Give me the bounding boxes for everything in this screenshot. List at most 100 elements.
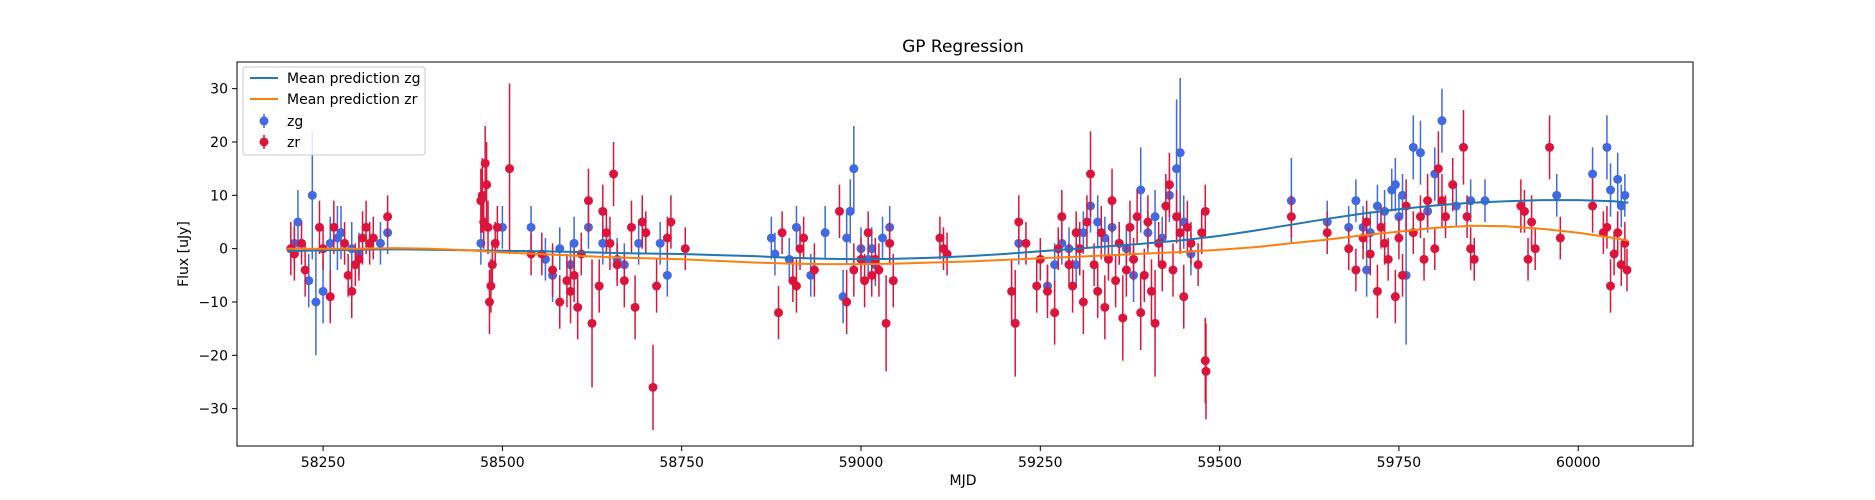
legend-box: [242, 66, 426, 156]
data-point-zr-84: [1035, 254, 1045, 264]
data-point-zg-89: [1552, 190, 1562, 200]
data-point-zr-14: [361, 222, 371, 232]
data-point-zr-111: [1143, 217, 1153, 227]
data-point-zg-42: [878, 233, 888, 243]
data-point-zr-126: [1200, 206, 1210, 216]
data-point-zr-55: [666, 217, 676, 227]
data-point-zr-51: [641, 228, 651, 238]
data-point-zr-93: [1078, 297, 1088, 307]
data-point-zr-40: [587, 318, 597, 328]
data-point-zr-113: [1150, 318, 1160, 328]
data-point-zr-169: [1613, 228, 1623, 238]
data-point-zr-134: [1362, 217, 1372, 227]
data-point-zr-54: [662, 233, 672, 243]
data-point-zr-85: [1042, 286, 1052, 296]
data-point-zr-135: [1365, 249, 1375, 259]
x-tick-label-4: 59250: [1018, 455, 1063, 471]
data-point-zr-128: [1201, 366, 1211, 376]
x-tick-label-5: 59500: [1197, 455, 1242, 471]
data-point-zr-91: [1071, 228, 1081, 238]
data-point-zr-3: [300, 265, 310, 275]
x-tick-label-6: 59750: [1377, 455, 1422, 471]
data-point-zr-87: [1053, 244, 1063, 254]
data-point-zr-24: [484, 297, 494, 307]
data-point-zr-123: [1186, 238, 1196, 248]
data-point-zr-140: [1390, 292, 1400, 302]
data-point-zr-110: [1139, 270, 1149, 280]
data-point-zr-121: [1179, 292, 1189, 302]
data-point-zg-35: [842, 233, 852, 243]
legend-label-mean-zr: Mean prediction zr: [287, 92, 418, 108]
data-point-zr-69: [863, 228, 873, 238]
y-tick-label-0: −30: [198, 402, 228, 418]
data-point-zr-79: [1007, 286, 1017, 296]
data-point-zg-94: [1616, 201, 1626, 211]
chart-title: GP Regression: [902, 37, 1024, 57]
data-point-zr-8: [340, 238, 350, 248]
y-tick-label-1: −20: [198, 348, 228, 364]
data-point-zr-12: [354, 254, 364, 264]
axes-frame: [236, 61, 1694, 447]
data-point-zr-141: [1394, 233, 1404, 243]
data-point-zr-16: [368, 233, 378, 243]
data-point-zr-36: [569, 270, 579, 280]
data-point-zr-151: [1441, 212, 1451, 222]
data-point-zr-2: [297, 238, 307, 248]
data-point-zr-156: [1469, 254, 1479, 264]
legend-label-zg: zg: [287, 114, 303, 130]
data-point-zr-148: [1430, 244, 1440, 254]
data-point-zg-58: [1136, 185, 1146, 195]
data-point-zr-164: [1588, 201, 1598, 211]
data-point-zr-142: [1398, 270, 1408, 280]
data-point-zr-53: [652, 281, 662, 291]
data-point-zg-37: [849, 164, 859, 174]
leg-pt-zg-dot: [259, 116, 269, 126]
data-point-zr-57: [774, 308, 784, 318]
data-point-zg-79: [1398, 190, 1408, 200]
data-point-zr-102: [1111, 276, 1121, 286]
data-point-zr-75: [888, 276, 898, 286]
data-point-zg-11: [375, 238, 385, 248]
data-point-zr-7: [329, 222, 339, 232]
data-point-zr-131: [1344, 244, 1354, 254]
data-point-zg-2: [304, 276, 314, 286]
data-point-zr-170: [1616, 260, 1626, 270]
data-point-zr-44: [605, 238, 615, 248]
data-point-zr-158: [1519, 206, 1529, 216]
data-point-zg-1: [293, 217, 303, 227]
data-point-zr-34: [562, 276, 572, 286]
y-tick-label-5: 20: [210, 135, 228, 151]
data-point-zr-163: [1555, 233, 1565, 243]
data-point-zr-81: [1014, 217, 1024, 227]
data-point-zg-93: [1613, 174, 1623, 184]
y-axis-label: Flux [uJy]: [176, 221, 192, 287]
data-point-zg-8: [336, 228, 346, 238]
data-point-zr-63: [809, 265, 819, 275]
data-point-zr-72: [874, 265, 884, 275]
data-point-zr-33: [555, 297, 565, 307]
data-point-zr-166: [1602, 222, 1612, 232]
data-point-zr-129: [1286, 212, 1296, 222]
data-point-zr-35: [566, 286, 576, 296]
x-tick-label-7: 60000: [1556, 455, 1601, 471]
data-point-zr-74: [885, 238, 895, 248]
data-point-zr-4: [314, 222, 324, 232]
data-point-zr-46: [612, 260, 622, 270]
data-point-zr-138: [1380, 238, 1390, 248]
data-point-zr-99: [1100, 302, 1110, 312]
data-point-zr-132: [1351, 265, 1361, 275]
data-point-zr-70: [867, 270, 877, 280]
data-point-zr-23: [483, 222, 493, 232]
data-point-zg-6: [325, 238, 335, 248]
data-point-zr-9: [343, 270, 353, 280]
legend: Mean prediction zg Mean prediction zr zg…: [242, 66, 426, 156]
data-point-zr-89: [1064, 260, 1074, 270]
data-point-zr-97: [1093, 286, 1103, 296]
data-point-zr-94: [1082, 217, 1092, 227]
data-point-zr-73: [881, 318, 891, 328]
data-point-zr-83: [1032, 281, 1042, 291]
legend-marker-zr: [259, 135, 269, 149]
data-point-zr-58: [777, 228, 787, 238]
data-point-zr-105: [1121, 265, 1131, 275]
